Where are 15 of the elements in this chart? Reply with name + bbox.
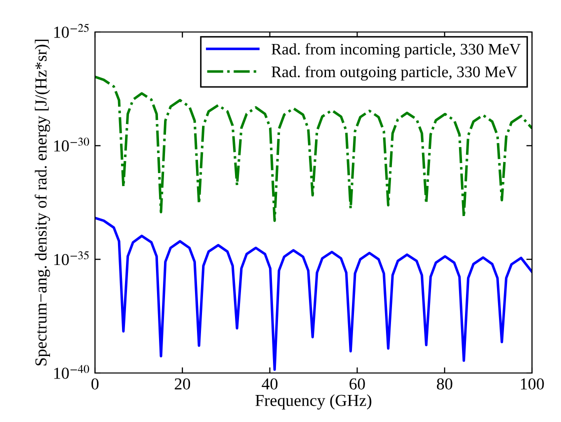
x-tick-label: 100 bbox=[520, 378, 544, 390]
y-tick-label: 10$^{−25}$ bbox=[54, 24, 89, 38]
y-axis-title: Spectrum−ang. density of rad. energy [J/(Hz*sr)] bbox=[34, 40, 50, 366]
y-tick-label: 10$^{−35}$ bbox=[54, 251, 89, 266]
x-tick-label: 80 bbox=[436, 378, 452, 390]
x-tick-label: 60 bbox=[350, 378, 365, 390]
x-tick-label: 40 bbox=[262, 378, 278, 390]
x-tick-label: 20 bbox=[174, 378, 190, 390]
y-tick-label: 10$^{−30}$ bbox=[54, 138, 90, 152]
legend-label: Rad. from incoming particle, 330 MeV bbox=[272, 43, 521, 58]
x-tick-label: 0 bbox=[91, 378, 99, 390]
legend-label: Rad. from outgoing particle, 330 MeV bbox=[272, 66, 518, 81]
y-tick-label: 10$^{−40}$ bbox=[54, 364, 90, 379]
x-axis-title: Frequency (GHz) bbox=[255, 394, 372, 410]
line-series bbox=[95, 216, 532, 371]
